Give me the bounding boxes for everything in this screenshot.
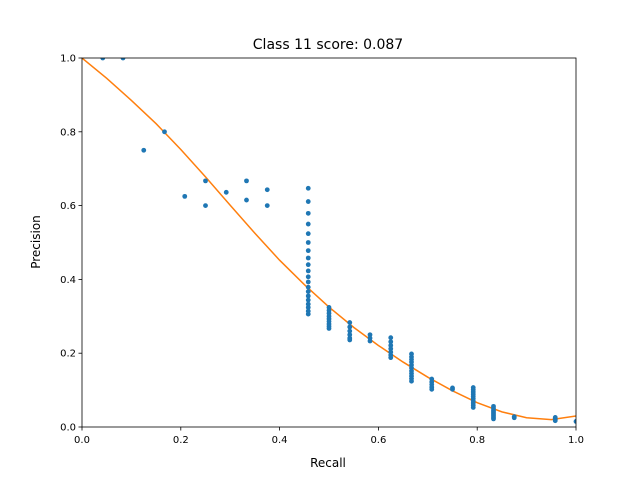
data-point bbox=[305, 293, 311, 299]
data-point bbox=[429, 386, 435, 392]
data-point bbox=[305, 248, 311, 254]
data-point bbox=[367, 332, 373, 338]
data-point bbox=[388, 339, 394, 345]
y-tick-label: 0.6 bbox=[60, 201, 76, 212]
data-point bbox=[100, 58, 106, 61]
data-point bbox=[347, 337, 353, 343]
data-point bbox=[305, 301, 311, 307]
data-point bbox=[305, 268, 311, 274]
data-point bbox=[388, 346, 394, 352]
data-point bbox=[409, 378, 414, 384]
data-point bbox=[305, 289, 311, 294]
y-tick-label: 0.4 bbox=[60, 275, 76, 286]
x-tick-label: 0.0 bbox=[74, 435, 90, 446]
data-point bbox=[162, 129, 167, 135]
x-tick-label: 0.4 bbox=[272, 435, 288, 446]
data-point bbox=[388, 335, 394, 341]
data-point bbox=[305, 311, 311, 317]
data-point bbox=[264, 187, 270, 193]
data-point bbox=[491, 416, 496, 422]
data-point bbox=[305, 199, 311, 204]
data-point bbox=[388, 355, 394, 361]
data-point bbox=[203, 203, 208, 209]
data-point bbox=[347, 324, 353, 330]
data-point bbox=[367, 338, 373, 344]
data-point bbox=[388, 343, 394, 348]
axes: 0.0 0.2 0.4 0.6 0.8 1.0 0.0 0.2 0.4 0.6 0.8 1.0 bbox=[60, 54, 584, 447]
data-point bbox=[305, 305, 311, 310]
data-point bbox=[305, 297, 311, 303]
data-point bbox=[182, 193, 188, 199]
data-point bbox=[305, 221, 311, 227]
data-point bbox=[450, 386, 455, 392]
x-tick-label: 0.2 bbox=[173, 435, 189, 446]
data-point bbox=[305, 231, 311, 237]
y-tick-label: 1.0 bbox=[60, 54, 76, 65]
data-point bbox=[305, 262, 311, 268]
y-axis-label: Precision bbox=[29, 215, 43, 269]
x-tick-label: 1.0 bbox=[568, 435, 584, 446]
data-point bbox=[244, 197, 249, 203]
data-point bbox=[326, 326, 332, 331]
data-point bbox=[470, 405, 476, 410]
y-tick-label: 0.8 bbox=[60, 127, 76, 138]
data-point bbox=[347, 332, 353, 338]
data-point bbox=[347, 328, 353, 334]
data-point bbox=[573, 419, 576, 424]
data-point bbox=[305, 274, 311, 280]
data-point bbox=[305, 255, 311, 261]
x-tick-label: 0.6 bbox=[370, 435, 386, 446]
data-point bbox=[305, 210, 311, 216]
plot-area bbox=[82, 58, 576, 424]
x-axis-label: Recall bbox=[310, 456, 346, 470]
data-point bbox=[305, 185, 311, 191]
data-point bbox=[141, 147, 147, 153]
data-point bbox=[244, 178, 249, 184]
data-point bbox=[511, 415, 517, 421]
data-point bbox=[347, 320, 353, 325]
data-point bbox=[305, 279, 311, 285]
data-point bbox=[223, 189, 229, 195]
data-point bbox=[264, 203, 270, 209]
chart-title: Class 11 score: 0.087 bbox=[253, 37, 403, 53]
data-point bbox=[552, 418, 558, 424]
plot-frame bbox=[81, 57, 577, 428]
data-point bbox=[305, 284, 311, 290]
data-point bbox=[305, 240, 311, 245]
data-point bbox=[120, 58, 126, 61]
y-tick-label: 0.0 bbox=[60, 423, 76, 434]
y-tick-label: 0.2 bbox=[60, 349, 76, 360]
x-tick-label: 0.8 bbox=[469, 435, 485, 446]
data-point bbox=[203, 178, 208, 184]
